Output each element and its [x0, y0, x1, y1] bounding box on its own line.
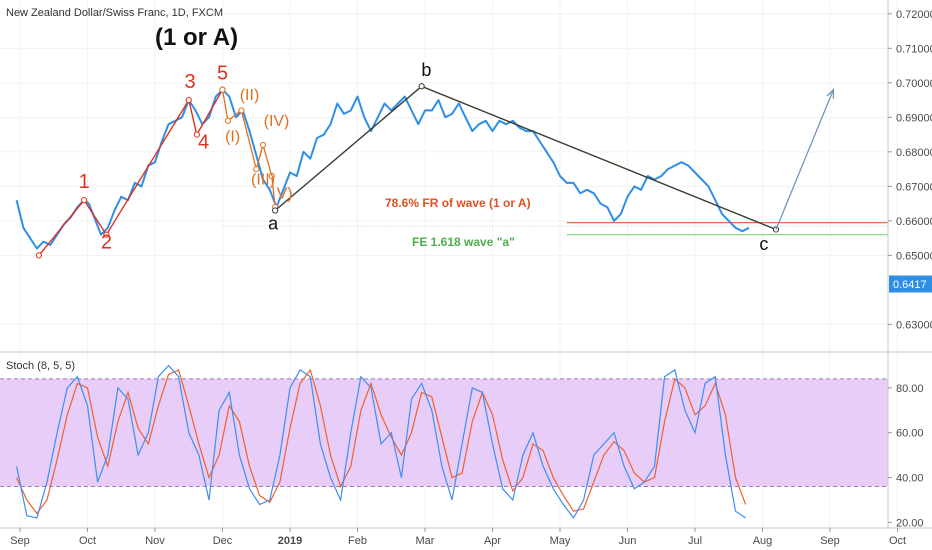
stoch-tick-label-0: 80.00: [896, 383, 924, 395]
time-tick-label-4: 2019: [278, 535, 302, 547]
time-tick-label-2: Nov: [145, 535, 165, 547]
fib-annotation: 78.6% FR of wave (1 or A): [385, 196, 531, 210]
impulse-point-4: [193, 131, 200, 138]
time-tick-label-13: Oct: [889, 535, 906, 547]
impulse-wave-line: [38, 89, 224, 256]
wave-label-6: (I): [225, 128, 240, 145]
stoch-d-line: [16, 368, 747, 515]
time-tick-label-5: Feb: [348, 535, 367, 547]
price-tick-label-6: 0.66000: [896, 216, 932, 228]
price-tick-label-8: 0.63000: [896, 319, 932, 331]
subwave-point-5: [268, 172, 275, 180]
impulse-point-2: [103, 231, 110, 238]
symbol-title: New Zealand Dollar/Swiss Franc, 1D, FXCM: [6, 7, 223, 19]
stoch-tick-label-2: 40.00: [896, 473, 924, 485]
stoch-band: [0, 378, 888, 487]
correction-point-1: [418, 83, 425, 90]
wave-labels: 1 2 3 4 5 (II) (I) (IV) (III)V) a b c: [79, 60, 769, 254]
price-line: [15, 88, 750, 250]
impulse-point-1: [81, 197, 88, 204]
wave-label-11: b: [421, 60, 431, 80]
time-tick-label-10: Jul: [688, 535, 702, 547]
wave-label-10: a: [268, 213, 279, 233]
impulse-point-3: [185, 96, 192, 104]
time-tick-label-7: Apr: [484, 535, 501, 547]
fe-annotation: FE 1.618 wave "a": [412, 235, 515, 249]
stoch-tick-label-1: 60.00: [896, 428, 924, 440]
series-layer: [15, 83, 888, 519]
subwave-point-4: [259, 141, 267, 149]
wave-label-5: (II): [240, 87, 260, 104]
time-tick-label-12: Sep: [820, 535, 840, 547]
time-tick-label-9: Jun: [619, 535, 637, 547]
price-tick-label-3: 0.69000: [896, 112, 932, 124]
stoch-tick-label-3: 20.00: [896, 517, 924, 529]
subwave-point-1: [224, 117, 231, 124]
time-axis-ticks: Sep Oct Nov Dec 2019 Feb Mar Apr May Jun Jul Aug Sep…: [10, 528, 906, 547]
time-tick-label-3: Dec: [213, 535, 233, 547]
wave-label-4: 5: [217, 62, 228, 84]
subwave-point-2: [238, 107, 245, 114]
subwave-point-3: [253, 165, 260, 173]
price-badge-bg: [889, 275, 932, 293]
time-tick-label-1: Oct: [79, 535, 96, 547]
wave-label-9: V): [277, 185, 293, 202]
time-tick-label-0: Sep: [10, 535, 30, 547]
wave-label-12: c: [759, 234, 768, 254]
stoch-title: Stoch (8, 5, 5): [6, 360, 75, 372]
stoch-k-line: [16, 364, 746, 519]
time-tick-label-11: Aug: [753, 535, 773, 547]
stoch-axis-ticks: 80.00 60.00 40.00 20.00: [888, 383, 924, 529]
price-tick-label-1: 0.71000: [896, 43, 932, 55]
price-badge: 0.6417: [893, 279, 927, 291]
time-tick-label-8: May: [550, 535, 571, 547]
wave-label-8: (III): [251, 172, 275, 189]
price-tick-label-5: 0.67000: [896, 181, 932, 193]
price-tick-label-7: 0.65000: [896, 250, 932, 262]
price-tick-label-0: 0.72000: [896, 9, 932, 21]
correction-point-0: [272, 207, 279, 214]
wave-label-1: 2: [101, 231, 112, 253]
time-tick-label-6: Mar: [416, 535, 435, 547]
subwave-point-0: [219, 86, 226, 93]
main-wave-label: (1 or A): [155, 24, 238, 51]
price-tick-label-2: 0.70000: [896, 78, 932, 90]
projection-arrow-line: [775, 89, 834, 230]
impulse-point-0: [35, 252, 43, 259]
price-tick-label-4: 0.68000: [896, 147, 932, 159]
wave-label-3: 4: [198, 131, 209, 153]
projection-arrow-head: [826, 88, 835, 99]
wave-label-0: 1: [79, 171, 90, 193]
price-axis-ticks: 0.72000 0.71000 0.70000 0.69000 0.68000 0.670…: [888, 9, 932, 331]
wave-label-7: (IV): [264, 113, 290, 130]
wave-label-2: 3: [185, 71, 196, 93]
